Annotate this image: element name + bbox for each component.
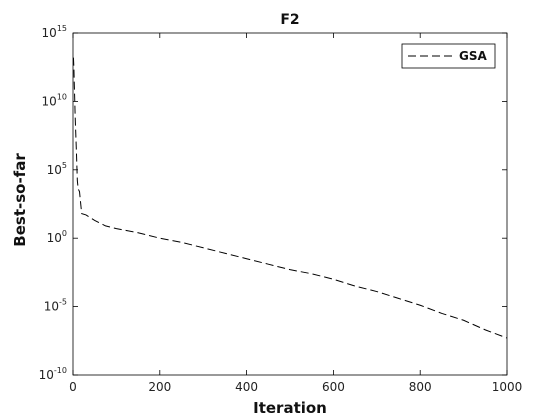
x-tick-label: 200 xyxy=(148,380,171,394)
x-axis-ticks: 0 200 400 600 800 1000 xyxy=(69,33,522,394)
legend: GSA xyxy=(401,43,496,69)
y-tick-label: 1015 xyxy=(42,24,67,40)
x-tick-label: 1000 xyxy=(492,380,523,394)
x-axis-label: Iteration xyxy=(253,399,327,417)
y-axis-label: Best-so-far xyxy=(11,153,29,247)
series-line-gsa xyxy=(72,57,508,339)
x-tick-label: 0 xyxy=(69,380,77,394)
x-tick-label: 400 xyxy=(235,380,258,394)
x-tick-label: 800 xyxy=(409,380,432,394)
y-tick-label: 10-5 xyxy=(44,298,67,314)
y-tick-label: 105 xyxy=(47,161,67,177)
y-tick-label: 10-10 xyxy=(39,366,67,382)
y-axis-ticks: 10-10 10-5 100 105 1010 1015 xyxy=(39,24,507,382)
x-tick-label: 600 xyxy=(322,380,345,394)
legend-label-gsa: GSA xyxy=(459,49,487,63)
chart-title: F2 xyxy=(280,12,299,28)
y-tick-label: 1010 xyxy=(42,92,67,108)
y-tick-label: 100 xyxy=(47,229,67,245)
plot-area xyxy=(72,32,508,376)
